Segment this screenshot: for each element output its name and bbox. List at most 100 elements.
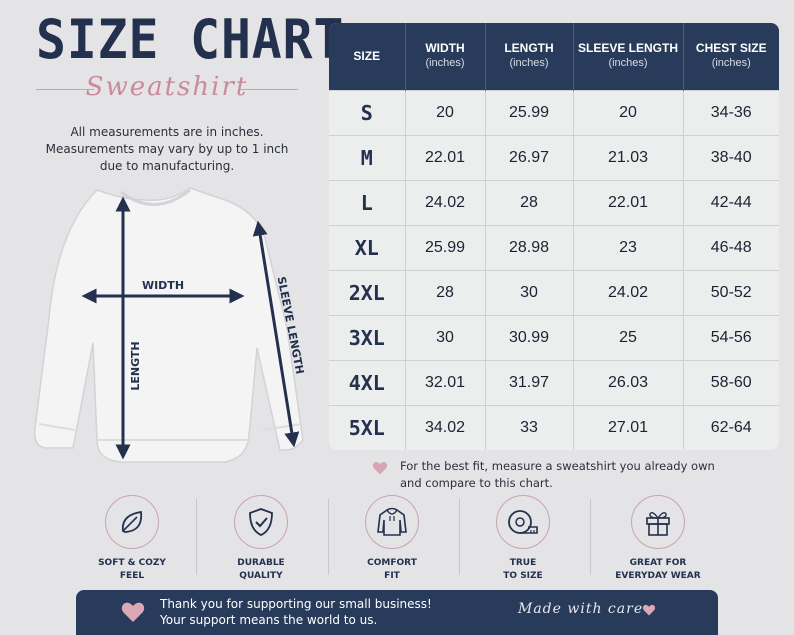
- subtitle-divider-right: [240, 89, 298, 90]
- width-cell: 25.99: [405, 225, 486, 270]
- length-label: LENGTH: [129, 341, 142, 390]
- heart-icon: [372, 462, 388, 475]
- made-with-care-signature: Made with care: [518, 601, 644, 617]
- subtitle-row: Sweatshirt: [36, 72, 298, 106]
- table-header-row: SIZE WIDTH (inches) LENGTH (inches) SLEEVE…: [329, 23, 779, 90]
- size-cell: S: [329, 90, 406, 135]
- feature-comfort-fit: COMFORT FIT: [332, 495, 452, 583]
- feature-divider: [196, 499, 197, 575]
- tip-line-2: and compare to this chart.: [400, 476, 553, 490]
- length-cell: 25.99: [485, 90, 574, 135]
- column-header-length: LENGTH (inches): [485, 23, 574, 90]
- width-cell: 34.02: [405, 405, 486, 450]
- feature-label-line1: DURABLE: [237, 558, 285, 568]
- sleeve-cell: 27.01: [573, 405, 684, 450]
- width-cell: 32.01: [405, 360, 486, 405]
- measurement-note: All measurements are in inches. Measurem…: [36, 124, 298, 175]
- sleeve-cell: 20: [573, 90, 684, 135]
- banner-line-2: Your support means the world to us.: [160, 613, 378, 627]
- length-cell: 28.98: [485, 225, 574, 270]
- feature-label-line1: TRUE: [509, 558, 537, 568]
- width-label: WIDTH: [142, 279, 184, 292]
- size-cell: 5XL: [329, 405, 406, 450]
- length-cell: 33: [485, 405, 574, 450]
- width-cell: 28: [405, 270, 486, 315]
- subtitle-divider-left: [36, 89, 94, 90]
- heart-icon: [121, 602, 145, 622]
- sleeve-cell: 21.03: [573, 135, 684, 180]
- feature-label-line2: FIT: [384, 571, 400, 581]
- size-cell: XL: [329, 225, 406, 270]
- page-title: SIZE CHART: [36, 8, 345, 71]
- table-row: XL 25.99 28.98 23 46-48: [329, 225, 779, 270]
- note-line-2: Measurements may vary by up to 1 inch: [45, 142, 289, 156]
- chest-cell: 54-56: [710, 328, 752, 346]
- width-cell: 22.01: [405, 135, 486, 180]
- left-panel: SIZE CHART Sweatshirt All measurements a…: [0, 0, 343, 470]
- column-header-size: SIZE: [329, 23, 406, 90]
- column-header-width: WIDTH (inches): [405, 23, 486, 90]
- width-cell: 24.02: [405, 180, 486, 225]
- feature-label-line2: TO SIZE: [503, 571, 543, 581]
- size-cell: 2XL: [329, 270, 406, 315]
- feature-divider: [328, 499, 329, 575]
- column-header-chest-size: CHEST SIZE (inches): [695, 41, 767, 70]
- banner-line-1: Thank you for supporting our small busin…: [160, 597, 432, 611]
- table-row: M 22.01 26.97 21.03 38-40: [329, 135, 779, 180]
- feature-everyday-wear: GREAT FOR EVERYDAY WEAR: [598, 495, 718, 583]
- sleeve-cell: 22.01: [573, 180, 684, 225]
- chest-cell: 50-52: [710, 283, 752, 301]
- chest-cell: 62-64: [710, 418, 752, 436]
- table-row: S 20 25.99 20 34-36: [329, 90, 779, 135]
- width-cell: 20: [405, 90, 486, 135]
- hoodie-icon: [365, 495, 419, 549]
- feature-soft-cozy: SOFT & COZY FEEL: [72, 495, 192, 583]
- length-cell: 30: [485, 270, 574, 315]
- chest-cell: 42-44: [710, 193, 752, 211]
- note-line-3: due to manufacturing.: [99, 159, 235, 173]
- table-row: L 24.02 28 22.01 42-44: [329, 180, 779, 225]
- feature-label-line2: FEEL: [119, 571, 145, 581]
- table-row: 4XL 32.01 31.97 26.03 58-60: [329, 360, 779, 405]
- sleeve-cell: 24.02: [573, 270, 684, 315]
- feature-label-line2: QUALITY: [239, 571, 283, 581]
- feature-divider: [590, 499, 591, 575]
- size-cell: 3XL: [329, 315, 406, 360]
- length-cell: 31.97: [485, 360, 574, 405]
- thank-you-banner: Thank you for supporting our small busin…: [76, 590, 718, 635]
- measuring-tape-icon: [496, 495, 550, 549]
- chest-cell: 38-40: [710, 148, 752, 166]
- sleeve-cell: 23: [573, 225, 684, 270]
- sleeve-arrow: [252, 220, 300, 448]
- feature-true-to-size: TRUE TO SIZE: [463, 495, 583, 583]
- size-table: SIZE WIDTH (inches) LENGTH (inches) SLEEVE…: [329, 23, 779, 450]
- leaf-icon: [105, 495, 159, 549]
- size-cell: M: [329, 135, 406, 180]
- shield-check-icon: [234, 495, 288, 549]
- feature-label-line1: GREAT FOR: [629, 558, 687, 568]
- gift-icon: [631, 495, 685, 549]
- column-header-sleeve-length: SLEEVE LENGTH (inches): [573, 23, 684, 90]
- sweatshirt-icon: [33, 187, 304, 463]
- note-line-1: All measurements are in inches.: [70, 125, 264, 139]
- table-row: 3XL 30 30.99 25 54-56: [329, 315, 779, 360]
- size-cell: L: [329, 180, 406, 225]
- feature-row: SOFT & COZY FEEL DURABLE QUALITY COMFORT FI…: [76, 495, 726, 585]
- table-row: 5XL 34.02 33 27.01 62-64: [329, 405, 779, 450]
- small-heart-icon: [642, 604, 656, 616]
- feature-label-line1: COMFORT: [367, 558, 417, 568]
- feature-label-line2: EVERYDAY WEAR: [615, 571, 701, 581]
- width-cell: 30: [405, 315, 486, 360]
- chest-cell: 34-36: [710, 103, 752, 121]
- tip-line-1: For the best fit, measure a sweatshirt y…: [400, 459, 715, 473]
- length-cell: 28: [485, 180, 574, 225]
- feature-divider: [459, 499, 460, 575]
- chest-cell: 58-60: [710, 373, 752, 391]
- length-cell: 26.97: [485, 135, 574, 180]
- sweatshirt-diagram: WIDTH LENGTH SLEEVE LENGTH: [33, 187, 306, 463]
- feature-durable: DURABLE QUALITY: [201, 495, 321, 583]
- size-cell: 4XL: [329, 360, 406, 405]
- table-row: 2XL 28 30 24.02 50-52: [329, 270, 779, 315]
- chest-cell: 46-48: [710, 238, 752, 256]
- length-cell: 30.99: [485, 315, 574, 360]
